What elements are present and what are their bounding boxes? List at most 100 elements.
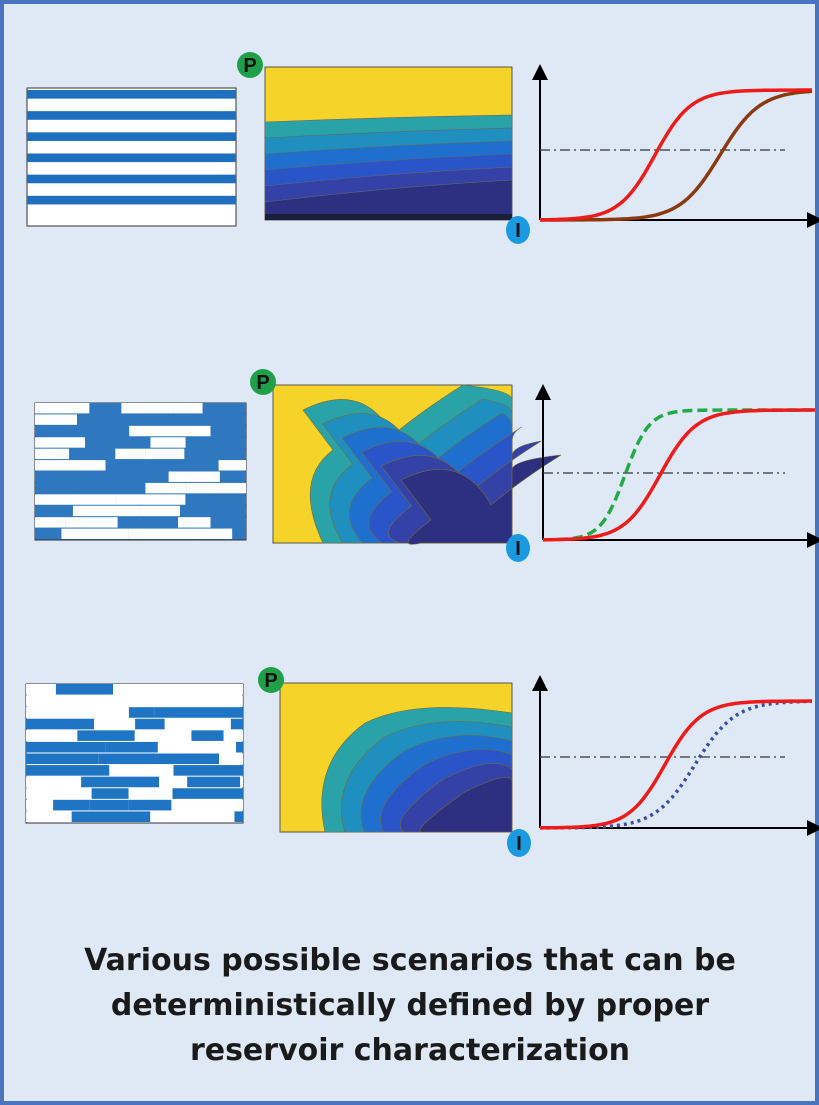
producer-label: P: [264, 670, 277, 692]
layer-block: [97, 696, 136, 707]
layer-block: [73, 506, 139, 516]
layer-block: [92, 788, 129, 799]
layer-block: [139, 460, 191, 470]
layer-block: [129, 529, 194, 539]
layer-block: [76, 483, 146, 493]
layer-block: [35, 529, 61, 539]
layer-block: [219, 754, 243, 765]
layer-block: [220, 472, 246, 482]
layer-block: [159, 777, 187, 788]
layer-block: [139, 506, 180, 516]
producer-label: P: [256, 372, 269, 394]
layer-block: [208, 696, 243, 707]
layer-block: [171, 800, 232, 811]
layer-block: [26, 696, 68, 707]
layer-block: [129, 788, 173, 799]
layer-block: [150, 811, 180, 822]
layer-block: [68, 696, 97, 707]
producer-label: P: [243, 55, 256, 77]
layer-block: [191, 460, 219, 470]
diagram: PIPIPI Various possible scenarios that c…: [0, 0, 819, 1105]
layer-block: [184, 449, 237, 459]
layer: [27, 111, 236, 120]
layer: [27, 153, 236, 162]
layer-block: [35, 494, 116, 504]
layer-block: [234, 811, 243, 822]
layer-block: [203, 403, 246, 413]
layer-block: [236, 742, 243, 753]
layer-block: [89, 800, 128, 811]
layer-block: [232, 800, 243, 811]
layer-models: [26, 88, 246, 823]
layer-block: [240, 777, 243, 788]
layer-block: [205, 506, 246, 516]
layer-block: [77, 414, 141, 424]
layer-block: [154, 707, 206, 718]
layer-block: [224, 730, 243, 741]
layer-block: [194, 529, 233, 539]
layer-block: [185, 494, 243, 504]
layer-block: [145, 483, 186, 493]
layer-block: [158, 742, 236, 753]
layer-block: [26, 765, 109, 776]
layer-block: [116, 494, 186, 504]
layer-block: [35, 483, 76, 493]
layer-block: [89, 403, 121, 413]
layer-block: [105, 742, 158, 753]
layer-block: [191, 730, 223, 741]
layer-block: [173, 788, 243, 799]
layer-block: [238, 449, 246, 459]
layer-block: [72, 811, 151, 822]
layer-block: [206, 707, 243, 718]
layer-block: [26, 754, 98, 765]
layer-block: [117, 472, 168, 482]
layer-block: [186, 437, 238, 447]
layer: [27, 196, 236, 205]
layer-block: [187, 483, 246, 493]
layer-block: [109, 765, 173, 776]
layer-block: [94, 426, 130, 436]
layer-block: [113, 684, 189, 695]
layer-block: [135, 730, 192, 741]
layer-block: [173, 403, 203, 413]
layer-block: [106, 460, 139, 470]
layer-block: [65, 517, 117, 527]
layer-block: [244, 494, 246, 504]
layer-block: [142, 414, 197, 424]
layer-block: [35, 403, 89, 413]
layer-block: [35, 426, 94, 436]
layer-block: [219, 460, 246, 470]
layer-block: [231, 719, 243, 730]
layer-block: [135, 719, 165, 730]
layer-block: [243, 426, 246, 436]
layer-block: [35, 449, 69, 459]
layer-block: [85, 437, 150, 447]
layer-block: [98, 754, 156, 765]
layer-block: [26, 707, 75, 718]
layer-block: [165, 719, 195, 730]
layer-block: [189, 684, 243, 695]
layer-block: [150, 437, 185, 447]
layer-block: [35, 517, 65, 527]
caption-line: reservoir characterization: [190, 1033, 630, 1068]
layer-block: [145, 449, 184, 459]
layer-block: [210, 517, 246, 527]
layer-block: [178, 517, 211, 527]
layer-block: [53, 800, 89, 811]
layer-block: [187, 777, 240, 788]
layer-block: [195, 719, 231, 730]
layer-block: [196, 414, 246, 424]
layer-block: [61, 529, 128, 539]
layer-block: [26, 730, 77, 741]
layer-block: [75, 707, 129, 718]
layer: [27, 90, 236, 99]
layer-block: [115, 449, 145, 459]
layer-block: [237, 437, 246, 447]
layer: [27, 175, 236, 184]
layer-block: [35, 414, 77, 424]
injector-label: I: [515, 538, 521, 560]
layer-block: [69, 449, 115, 459]
layer-block: [56, 684, 113, 695]
contour: [265, 214, 512, 220]
layer-block: [26, 742, 105, 753]
